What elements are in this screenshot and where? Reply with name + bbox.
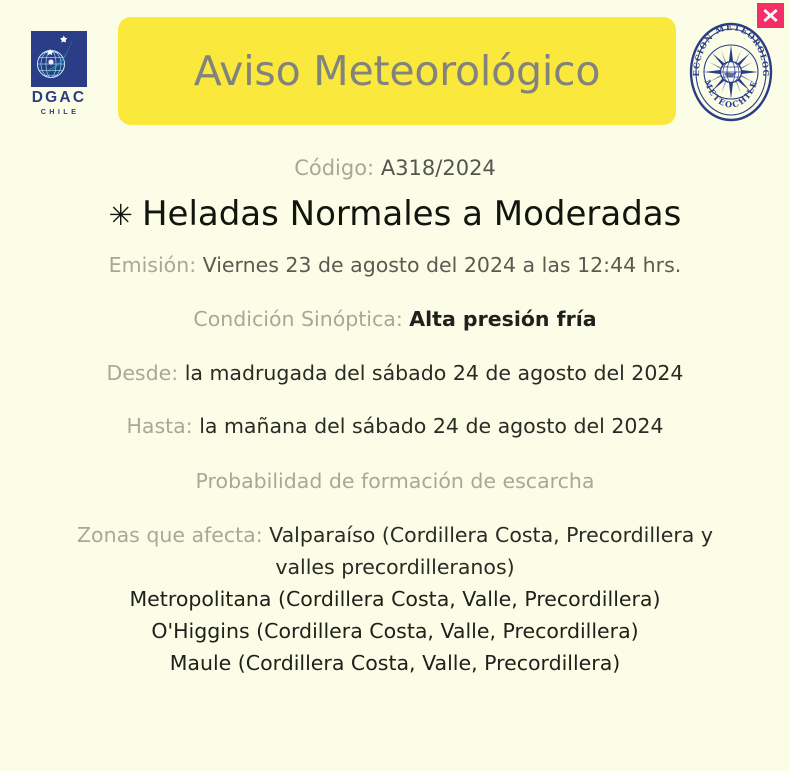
close-icon [762, 7, 779, 24]
codigo-value: A318/2024 [380, 156, 496, 180]
zona-item: Metropolitana (Cordillera Costa, Valle, … [129, 586, 661, 611]
alert-content: Código: A318/2024 ✳ Heladas Normales a M… [0, 155, 790, 679]
snowflake-icon: ✳ [108, 197, 133, 232]
codigo-row: Código: A318/2024 [28, 155, 762, 181]
dgac-wordmark: DGAC [31, 89, 87, 107]
zonas-row: Zonas que afecta: Valparaíso (Cordillera… [28, 520, 762, 584]
desde-row: Desde: la madrugada del sábado 24 de ago… [28, 361, 762, 387]
page-header: DGAC CHILE Aviso Meteorológico [0, 0, 790, 142]
condicion-sinoptica-row: Condición Sinóptica: Alta presión fría [28, 307, 762, 333]
banner-title: Aviso Meteorológico [193, 46, 601, 95]
dgac-emblem-icon [31, 31, 87, 88]
desde-label: Desde: [106, 360, 179, 385]
page-title: Heladas Normales a Moderadas [141, 194, 682, 235]
alert-banner: Aviso Meteorológico [118, 17, 676, 125]
zonas-label: Zonas que afecta: [76, 523, 263, 548]
close-button[interactable] [757, 3, 784, 28]
emision-label: Emisión: [108, 253, 197, 278]
condicion-label: Condición Sinóptica: [193, 306, 403, 331]
alert-title-row: ✳ Heladas Normales a Moderadas [28, 195, 762, 233]
zona-item: O'Higgins (Cordillera Costa, Valle, Prec… [151, 618, 639, 643]
emision-value: Viernes 23 de agosto del 2024 a las 12:4… [202, 253, 682, 278]
hasta-label: Hasta: [126, 414, 193, 439]
probabilidad-text: Probabilidad de formación de escarcha [195, 468, 595, 493]
hasta-row: Hasta: la mañana del sábado 24 de agosto… [28, 414, 762, 440]
desde-value: la madrugada del sábado 24 de agosto del… [184, 360, 684, 385]
zona-item: Maule (Cordillera Costa, Valle, Precordi… [169, 650, 621, 675]
dgac-country-label: CHILE [40, 106, 80, 116]
condicion-value: Alta presión fría [409, 306, 597, 331]
zona-item: Valparaíso (Cordillera Costa, Precordill… [269, 523, 713, 580]
hasta-value: la mañana del sábado 24 de agosto del 20… [199, 414, 664, 439]
emision-row: Emisión: Viernes 23 de agosto del 2024 a… [28, 253, 762, 279]
dgac-logo: DGAC CHILE [24, 31, 94, 115]
codigo-label: Código: [294, 156, 375, 180]
meteochile-seal-icon: DIRECCION METEOROLOGICA METEOCHILE [688, 22, 774, 122]
meteochile-seal: DIRECCION METEOROLOGICA METEOCHILE [686, 22, 776, 122]
